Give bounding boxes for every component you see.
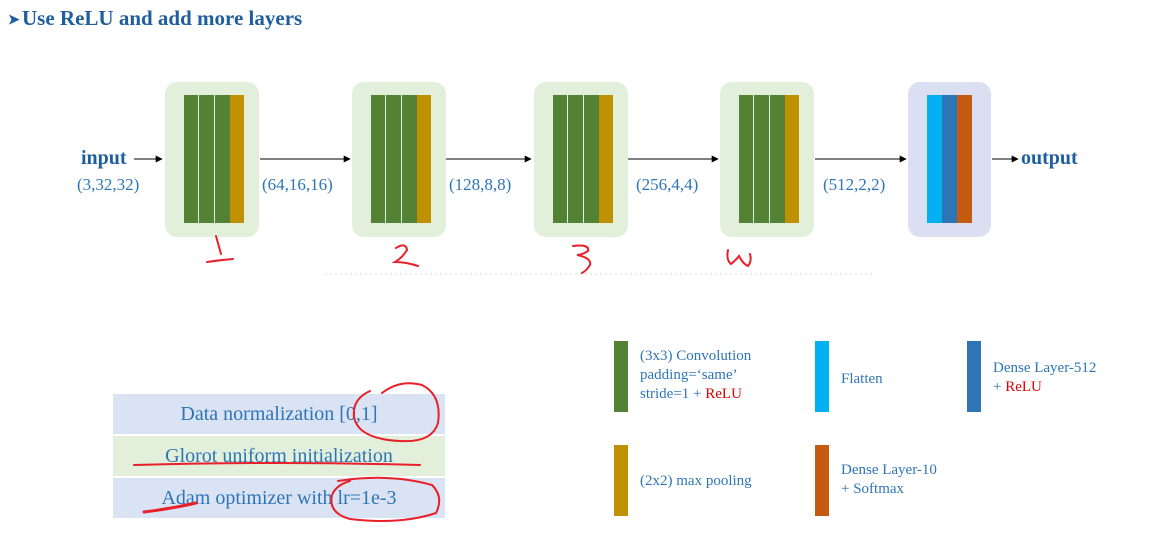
conv-block-3	[534, 82, 628, 237]
input-shape: (3,32,32)	[77, 175, 140, 194]
dense-block	[908, 82, 991, 237]
legend-dense10-text: Dense Layer-10 + Softmax	[841, 462, 937, 497]
legend-dense512-text: Dense Layer-512 + ReLU	[993, 360, 1097, 395]
setting-adam-optimizer: Adam optimizer with lr=1e-3	[113, 478, 445, 518]
legend-pool-text: (2x2) max pooling	[640, 473, 752, 489]
shape-label-1: (64,16,16)	[262, 175, 333, 194]
pool-layer	[599, 95, 613, 223]
conv-layers	[184, 95, 230, 223]
handwritten-number-2	[391, 244, 419, 267]
legend-flatten-swatch	[815, 341, 829, 412]
shape-label-3: (256,4,4)	[636, 175, 699, 194]
handwritten-number-3	[572, 244, 592, 274]
legend-dense512-swatch	[967, 341, 981, 412]
legend-conv-text: (3x3) Convolution padding=‘same’ stride=…	[640, 348, 752, 402]
conv-layers	[371, 95, 417, 223]
slide-title-text: Use ReLU and add more layers	[22, 6, 303, 30]
setting-glorot-init: Glorot uniform initialization	[113, 436, 445, 476]
conv-block-1	[165, 82, 259, 237]
flatten-layer	[927, 95, 942, 223]
shape-label-4: (512,2,2)	[823, 175, 886, 194]
output-label: output	[1021, 147, 1078, 169]
pool-layer	[785, 95, 799, 223]
handwritten-number-4	[726, 249, 752, 268]
legend-pool-swatch	[614, 445, 628, 516]
setting-data-normalization: Data normalization [0,1]	[113, 394, 445, 434]
conv-layers	[553, 95, 599, 223]
dense-512-layer	[942, 95, 957, 223]
slide-title: ➤ Use ReLU and add more layers	[8, 6, 302, 31]
legend-dense10-swatch	[815, 445, 829, 516]
bullet-icon: ➤	[8, 12, 20, 28]
legend-conv-swatch	[614, 341, 628, 412]
conv-layers	[739, 95, 785, 223]
handwritten-annotations	[133, 382, 441, 522]
dense-10-layer	[957, 95, 972, 223]
handwritten-number-1	[206, 235, 234, 263]
input-label: input	[81, 147, 127, 169]
conv-block-2	[352, 82, 446, 237]
conv-block-4	[720, 82, 814, 237]
pool-layer	[230, 95, 244, 223]
legend-flatten-text: Flatten	[841, 371, 883, 387]
shape-label-2: (128,8,8)	[449, 175, 512, 194]
pool-layer	[417, 95, 431, 223]
